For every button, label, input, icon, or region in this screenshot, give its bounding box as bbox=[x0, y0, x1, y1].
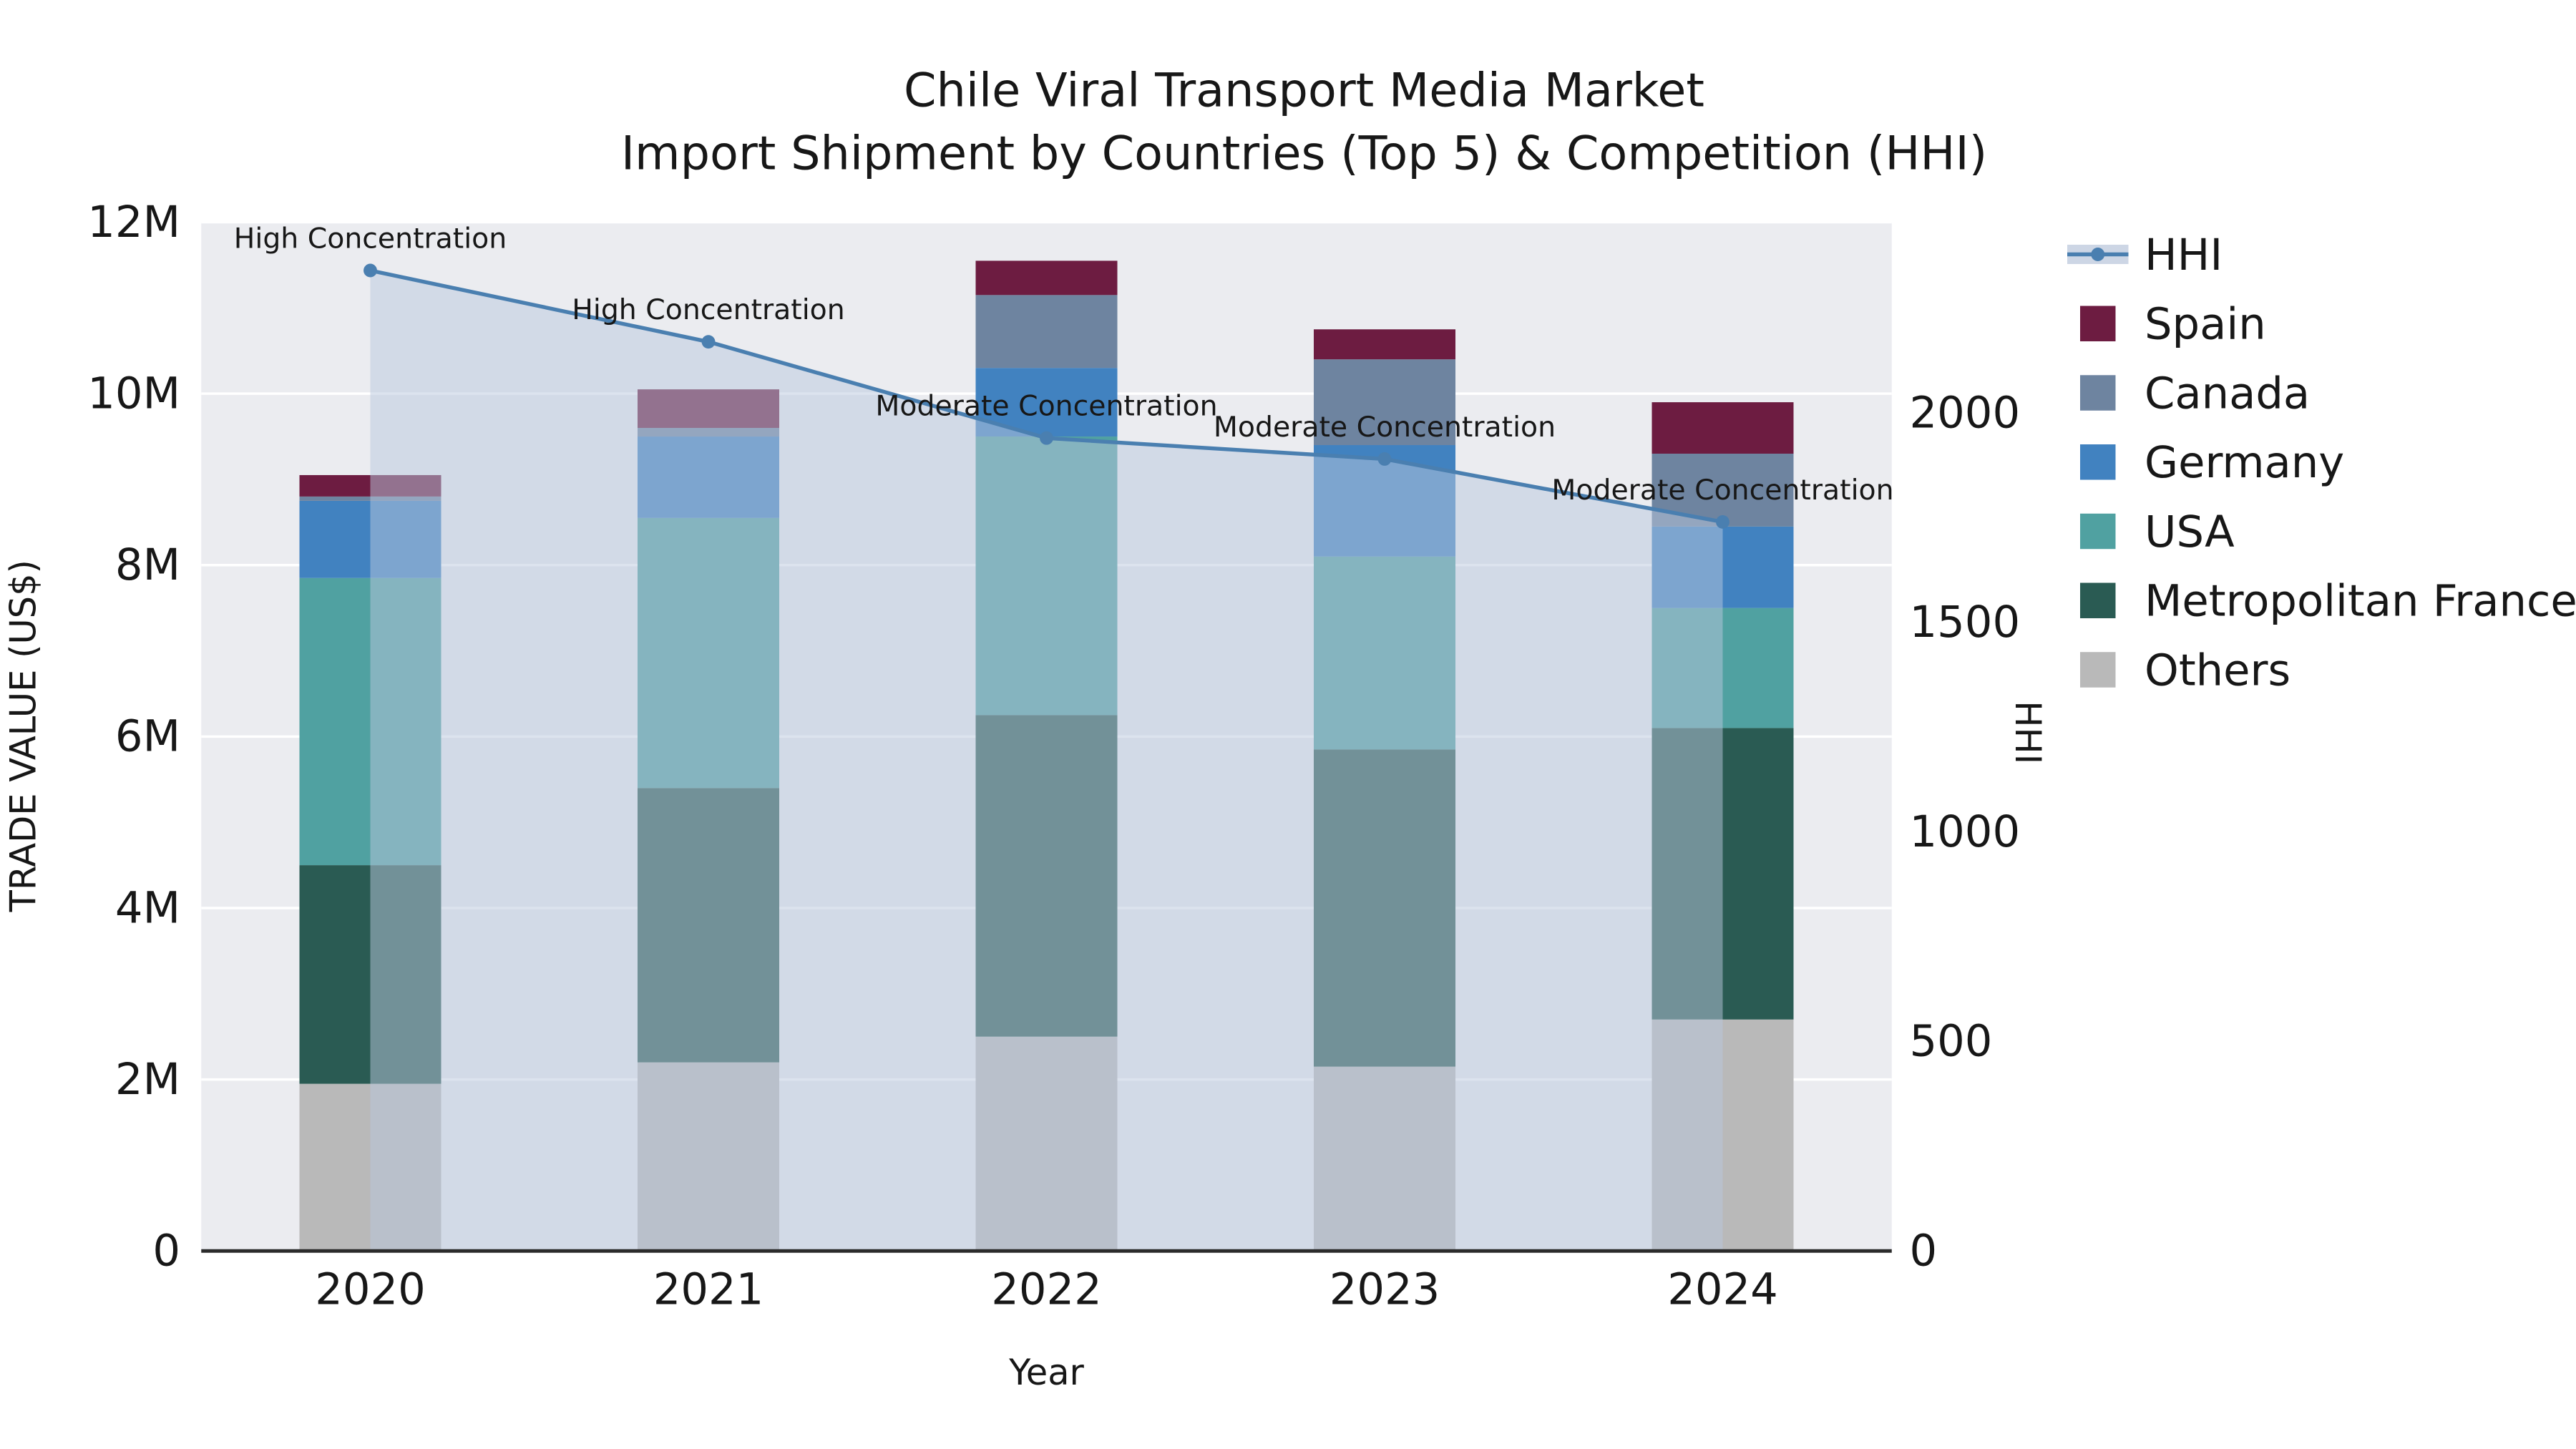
annotation-moderate-concentration-2023: Moderate Concentration bbox=[1214, 411, 1556, 444]
legend-item-spain: Spain bbox=[2080, 300, 2266, 350]
hhi-marker bbox=[364, 263, 377, 278]
legend-item-usa: USA bbox=[2080, 507, 2235, 557]
chart-title-line1: Chile Viral Transport Media Market bbox=[904, 64, 1704, 118]
legend-label-spain: Spain bbox=[2145, 300, 2266, 350]
y-axis-label-right: HHI bbox=[2007, 701, 2049, 764]
legend-item-canada: Canada bbox=[2080, 369, 2310, 419]
legend-swatch-canada bbox=[2080, 375, 2116, 411]
y-axis-label-left: TRADE VALUE (US$) bbox=[3, 560, 44, 912]
y-left-tick: 4M bbox=[115, 883, 180, 933]
hhi-marker bbox=[1716, 515, 1729, 529]
legend-swatch-metropolitan-france bbox=[2080, 582, 2116, 618]
hhi-area-fill bbox=[370, 270, 1723, 1252]
legend-label-canada: Canada bbox=[2145, 369, 2310, 419]
legend-swatch-spain bbox=[2080, 306, 2116, 341]
hhi-marker bbox=[701, 335, 716, 349]
hhi-marker bbox=[1377, 452, 1392, 466]
legend: HHI Spain Canada Germany USA Metropolitan Fra… bbox=[2067, 230, 2576, 696]
y-right-tick: 1000 bbox=[1910, 807, 2021, 857]
y-left-tick: 2M bbox=[115, 1055, 180, 1105]
y-right-tick: 0 bbox=[1910, 1226, 1938, 1277]
bar-segment-spain bbox=[975, 260, 1118, 296]
chart-title-line2: Import Shipment by Countries (Top 5) & C… bbox=[621, 126, 1987, 180]
x-tick-2020: 2020 bbox=[315, 1265, 426, 1315]
legend-item-hhi: HHI bbox=[2067, 230, 2223, 280]
legend-swatch-usa bbox=[2080, 513, 2116, 550]
y-right-tick: 1500 bbox=[1910, 597, 2021, 648]
y-left-tick: 12M bbox=[87, 197, 180, 248]
legend-label-metropolitan-france: Metropolitan France bbox=[2145, 577, 2576, 627]
x-tick-2022: 2022 bbox=[991, 1265, 1102, 1315]
axis-ticks: 0 2M 4M 6M 8M 10M 12M 0 500 1000 1500 2000 2020 2021 2… bbox=[87, 197, 2020, 1315]
legend-label-usa: USA bbox=[2145, 507, 2235, 557]
x-tick-2023: 2023 bbox=[1330, 1265, 1440, 1315]
legend-hhi-marker-icon bbox=[2091, 248, 2105, 261]
legend-swatch-germany bbox=[2080, 444, 2116, 480]
y-left-tick: 6M bbox=[115, 712, 180, 762]
x-tick-2024: 2024 bbox=[1667, 1265, 1778, 1315]
x-tick-2021: 2021 bbox=[653, 1265, 764, 1315]
annotation-moderate-concentration-2024: Moderate Concentration bbox=[1551, 474, 1893, 507]
bar-segment-canada bbox=[1314, 359, 1455, 446]
legend-label-others: Others bbox=[2145, 645, 2290, 696]
annotation-high-concentration-2020: High Concentration bbox=[234, 223, 507, 255]
x-axis-label: Year bbox=[1008, 1352, 1084, 1393]
legend-item-metropolitan-france: Metropolitan France bbox=[2080, 577, 2576, 627]
legend-item-others: Others bbox=[2080, 645, 2290, 696]
legend-label-hhi: HHI bbox=[2145, 230, 2223, 280]
y-left-tick: 8M bbox=[115, 540, 180, 590]
legend-label-germany: Germany bbox=[2145, 438, 2344, 488]
y-left-tick: 0 bbox=[152, 1226, 180, 1277]
bar-segment-spain bbox=[1652, 402, 1794, 454]
annotation-moderate-concentration-2022: Moderate Concentration bbox=[875, 390, 1217, 423]
y-left-tick: 10M bbox=[87, 369, 180, 419]
bar-segment-canada bbox=[975, 295, 1118, 369]
hhi-line bbox=[364, 263, 1729, 529]
hhi-area bbox=[370, 270, 1723, 1252]
annotation-high-concentration-2021: High Concentration bbox=[572, 293, 844, 326]
bar-segment-spain bbox=[1314, 329, 1455, 360]
legend-item-germany: Germany bbox=[2080, 438, 2344, 488]
legend-swatch-others bbox=[2080, 652, 2116, 688]
y-right-tick: 2000 bbox=[1910, 388, 2021, 438]
y-right-tick: 500 bbox=[1910, 1017, 1993, 1067]
hhi-annotations: High Concentration High Concentration Mode… bbox=[234, 223, 1894, 507]
hhi-marker bbox=[1040, 431, 1053, 445]
